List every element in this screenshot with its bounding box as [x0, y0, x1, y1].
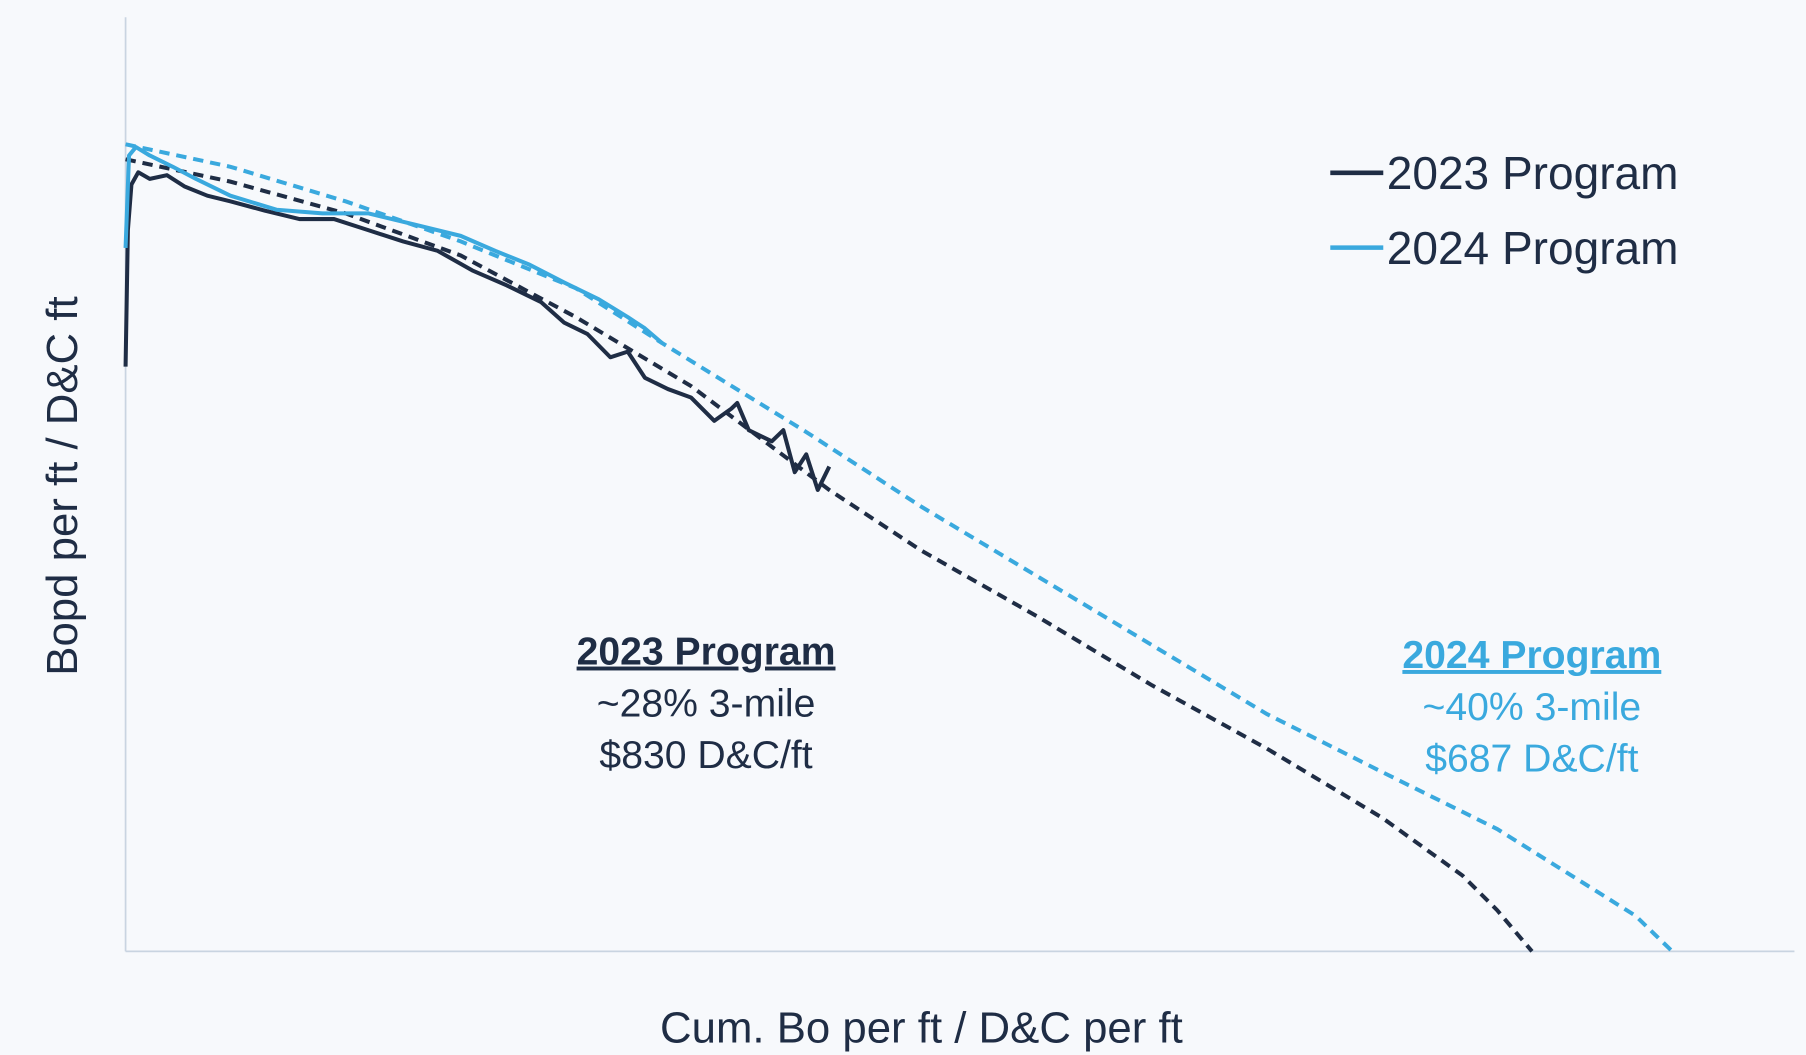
- y-axis-label: Bopd per ft / D&C ft: [38, 296, 87, 675]
- legend-label: 2024 Program: [1387, 222, 1679, 274]
- annotation-text: ~40% 3-mile: [1423, 686, 1642, 729]
- forecast-line: [125, 157, 1534, 953]
- annotation-text: $830 D&C/ft: [599, 734, 812, 777]
- x-axis-label: Cum. Bo per ft / D&C per ft: [660, 1003, 1183, 1052]
- forecast-line: [125, 142, 1674, 953]
- annotation-heading: 2024 Program: [1402, 634, 1661, 677]
- legend-label: 2023 Program: [1387, 147, 1679, 199]
- annotation-text: ~28% 3-mile: [597, 682, 816, 725]
- series-line: [123, 145, 664, 345]
- annotation-heading: 2023 Program: [577, 631, 836, 674]
- series-line: [123, 170, 832, 492]
- annotation-text: $687 D&C/ft: [1425, 738, 1638, 781]
